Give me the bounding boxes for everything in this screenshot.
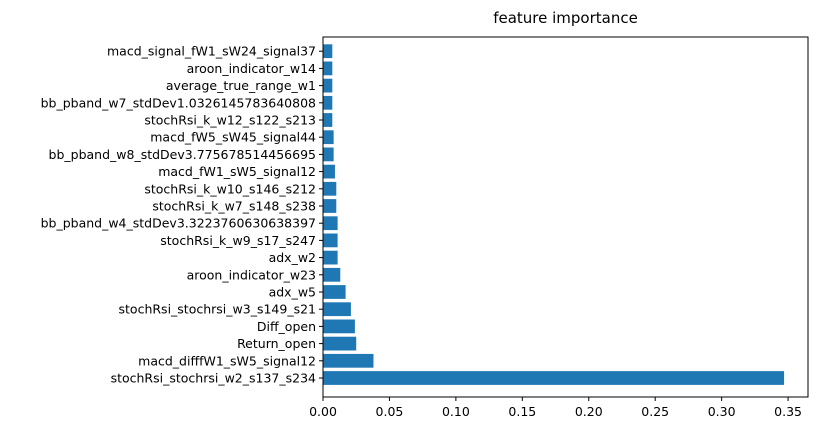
- bar-11: [323, 181, 337, 196]
- x-tick-label: 0.15: [508, 404, 536, 419]
- y-tick-label: macd_signal_fW1_sW24_signal37: [107, 44, 316, 59]
- y-tick-label: stochRsi_k_w9_s17_s247: [160, 233, 316, 248]
- bars-group: [323, 44, 785, 385]
- bar-13: [323, 147, 334, 162]
- y-tick-label: macd_fW1_sW5_signal12: [158, 164, 316, 179]
- bar-4: [323, 302, 351, 317]
- y-tick-label: Diff_open: [257, 319, 316, 334]
- y-tick-label: stochRsi_k_w12_s122_s213: [144, 113, 316, 128]
- bar-5: [323, 285, 346, 299]
- y-tick-label: stochRsi_stochrsi_w2_s137_s234: [111, 371, 316, 386]
- x-tick-label: 0.05: [376, 404, 404, 419]
- chart-title: feature importance: [493, 9, 638, 27]
- y-tick-label: bb_pband_w4_stdDev3.3223760630638397: [41, 216, 316, 231]
- bar-15: [323, 113, 333, 127]
- x-tick-label: 0.10: [442, 404, 470, 419]
- x-tick-label: 0.00: [309, 404, 337, 419]
- y-tick-label: Return_open: [237, 336, 316, 351]
- bar-10: [323, 199, 337, 213]
- bar-17: [323, 78, 333, 93]
- plot-frame: [322, 36, 809, 398]
- bar-9: [323, 216, 338, 231]
- y-tick-labels: stochRsi_stochrsi_w2_s137_s234 macd_difff…: [41, 44, 323, 386]
- bar-1: [323, 353, 374, 368]
- y-tick-label: average_true_range_w1: [166, 78, 316, 93]
- x-tick-label: 0.35: [774, 404, 802, 419]
- y-tick-label: aroon_indicator_w23: [187, 267, 316, 282]
- bar-12: [323, 164, 335, 179]
- y-tick-label: stochRsi_stochrsi_w3_s149_s21: [119, 302, 316, 317]
- y-tick-label: aroon_indicator_w14: [187, 61, 316, 76]
- bar-7: [323, 250, 338, 265]
- x-tick-label: 0.25: [641, 404, 669, 419]
- x-tick-label: 0.20: [575, 404, 603, 419]
- y-tick-label: adx_w5: [269, 285, 316, 300]
- bar-3: [323, 319, 355, 334]
- bar-0: [323, 371, 785, 385]
- bar-2: [323, 336, 357, 351]
- y-tick-label: bb_pband_w8_stdDev3.775678514456695: [49, 147, 316, 162]
- y-tick-label: macd_difffW1_sW5_signal12: [138, 353, 316, 368]
- bar-19: [323, 44, 333, 59]
- x-tick-labels: 0.00 0.05 0.10 0.15 0.20 0.25 0.30 0.35: [309, 397, 802, 419]
- y-tick-label: stochRsi_k_w7_s148_s238: [152, 199, 316, 214]
- bar-14: [323, 130, 334, 145]
- x-tick-label: 0.30: [708, 404, 736, 419]
- y-tick-label: adx_w2: [269, 250, 316, 265]
- bar-16: [323, 95, 333, 110]
- bar-18: [323, 61, 333, 76]
- y-tick-label: stochRsi_k_w10_s146_s212: [144, 181, 316, 196]
- y-tick-label: bb_pband_w7_stdDev1.0326145783640808: [41, 95, 316, 110]
- bar-8: [323, 233, 338, 248]
- y-tick-label: macd_fW5_sW45_signal44: [150, 130, 316, 145]
- bar-6: [323, 267, 341, 282]
